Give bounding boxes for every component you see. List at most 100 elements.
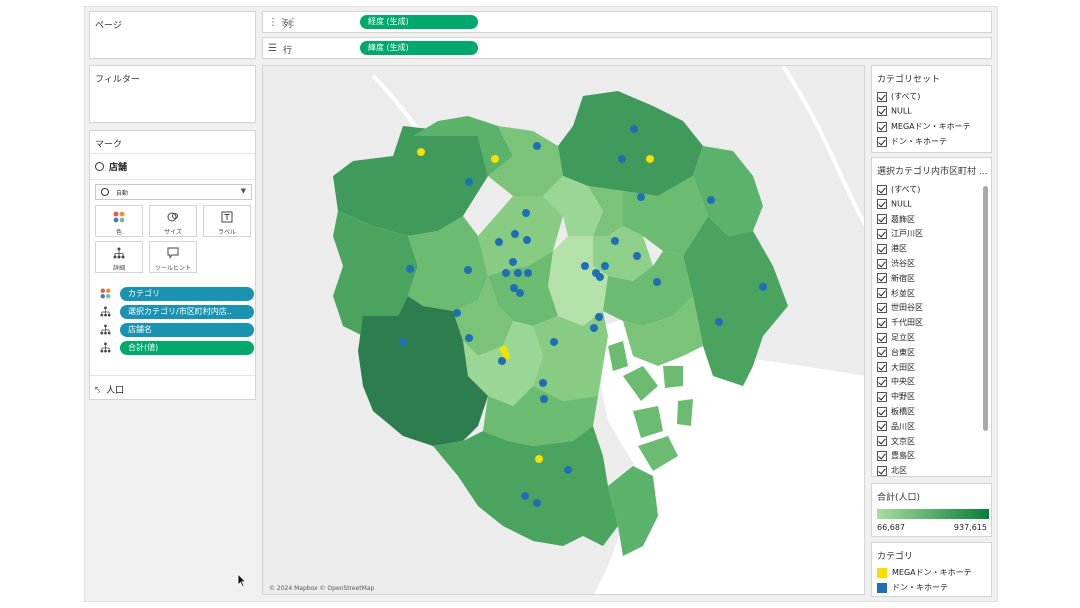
store-marker-donki[interactable] xyxy=(524,269,532,277)
map-view[interactable]: © 2024 Mapbox © OpenStreetMap xyxy=(262,65,865,595)
size-button[interactable]: サイズ xyxy=(149,205,197,237)
marks-layer-store[interactable]: 店舗 xyxy=(95,160,127,174)
store-marker-donki[interactable] xyxy=(539,379,547,387)
ward-filter-item[interactable]: 江戸川区 xyxy=(877,228,923,242)
ward-filter-item[interactable]: 渋谷区 xyxy=(877,258,915,272)
store-marker-donki[interactable] xyxy=(633,252,641,260)
label-button[interactable]: ラベル xyxy=(203,205,251,237)
mark-type-dropdown[interactable]: 自動 ▼ xyxy=(95,184,252,200)
checkbox-icon[interactable] xyxy=(877,121,887,132)
checkbox-icon[interactable] xyxy=(877,228,887,239)
store-marker-donki[interactable] xyxy=(533,499,541,507)
store-marker-donki[interactable] xyxy=(590,324,598,332)
store-marker-donki[interactable] xyxy=(550,338,558,346)
mark-field-selected-ward[interactable]: 選択カテゴリ/市区町村内店.. xyxy=(98,305,258,320)
pages-shelf[interactable]: ページ xyxy=(89,11,256,59)
category-set-item[interactable]: MEGAドン・キホーテ xyxy=(877,121,971,135)
category-legend-item-donki[interactable]: ドン・キホーテ xyxy=(877,582,948,593)
ward-filter-item[interactable]: (すべて) xyxy=(877,184,920,198)
store-marker-donki[interactable] xyxy=(581,262,589,270)
store-marker-donki[interactable] xyxy=(465,334,473,342)
checkbox-icon[interactable] xyxy=(877,243,887,254)
checkbox-icon[interactable] xyxy=(877,198,887,209)
store-marker-donki[interactable] xyxy=(523,236,531,244)
category-legend-item-mega[interactable]: MEGAドン・キホーテ xyxy=(877,567,972,578)
store-marker-donki[interactable] xyxy=(521,492,529,500)
latitude-pill[interactable]: 緯度 (生成) xyxy=(360,41,478,55)
ward-filter-item[interactable]: 葛飾区 xyxy=(877,214,915,228)
store-marker-donki[interactable] xyxy=(611,237,619,245)
category-pill[interactable]: カテゴリ xyxy=(120,287,254,301)
ward-filter-item[interactable]: 千代田区 xyxy=(877,317,923,331)
category-set-item[interactable]: ドン・キホーテ xyxy=(877,136,947,150)
sum-value-pill[interactable]: 合計(値) xyxy=(120,341,254,355)
ward-filter-item[interactable]: 中央区 xyxy=(877,376,915,390)
store-marker-donki[interactable] xyxy=(533,142,541,150)
checkbox-icon[interactable] xyxy=(877,214,887,225)
ward-filter-item[interactable]: 港区 xyxy=(877,243,907,257)
store-marker-donki[interactable] xyxy=(653,278,661,286)
store-marker-donki[interactable] xyxy=(406,265,414,273)
store-name-pill[interactable]: 店舗名 xyxy=(120,323,254,337)
store-marker-donki[interactable] xyxy=(516,289,524,297)
store-marker-donki[interactable] xyxy=(453,309,461,317)
ward-filter-item[interactable]: 板橋区 xyxy=(877,406,915,420)
selected-ward-pill[interactable]: 選択カテゴリ/市区町村内店.. xyxy=(120,305,254,319)
mark-field-category[interactable]: カテゴリ xyxy=(98,287,258,302)
ward-filter-item[interactable]: 台東区 xyxy=(877,347,915,361)
checkbox-icon[interactable] xyxy=(877,332,887,343)
checkbox-icon[interactable] xyxy=(877,106,887,116)
checkbox-icon[interactable] xyxy=(877,288,887,299)
store-marker-donki[interactable] xyxy=(707,196,715,204)
ward-filter-item[interactable]: 足立区 xyxy=(877,332,915,346)
store-marker-donki[interactable] xyxy=(495,238,503,246)
store-marker-donki[interactable] xyxy=(502,269,510,277)
ward-filter-item[interactable]: 豊島区 xyxy=(877,450,915,464)
ward-filter-item[interactable]: 世田谷区 xyxy=(877,302,923,316)
store-marker-donki[interactable] xyxy=(540,395,548,403)
store-marker-donki[interactable] xyxy=(514,269,522,277)
store-marker-donki[interactable] xyxy=(510,284,518,292)
ward-filter-item[interactable]: NULL xyxy=(877,198,912,213)
columns-shelf[interactable]: ⋮⋮⋮ 列 経度 (生成) xyxy=(262,11,992,33)
checkbox-icon[interactable] xyxy=(877,317,887,328)
store-marker-donki[interactable] xyxy=(759,283,767,291)
filters-shelf[interactable]: フィルター xyxy=(89,65,256,123)
checkbox-icon[interactable] xyxy=(877,91,887,102)
marks-layer-population[interactable]: ⤣ 人口 xyxy=(95,383,124,397)
store-marker-donki[interactable] xyxy=(522,209,530,217)
checkbox-icon[interactable] xyxy=(877,273,887,284)
store-marker-mega[interactable] xyxy=(646,155,654,163)
checkbox-icon[interactable] xyxy=(877,406,887,417)
tooltip-button[interactable]: ツールヒント xyxy=(149,241,197,273)
rows-shelf[interactable]: ☰ 行 緯度 (生成) xyxy=(262,37,992,59)
ward-filter-scrollbar[interactable] xyxy=(983,186,988,431)
checkbox-icon[interactable] xyxy=(877,136,887,147)
store-marker-mega[interactable] xyxy=(491,155,499,163)
store-marker-donki[interactable] xyxy=(564,466,572,474)
category-set-item[interactable]: NULL xyxy=(877,106,912,120)
checkbox-icon[interactable] xyxy=(877,258,887,269)
store-marker-donki[interactable] xyxy=(630,125,638,133)
category-set-item[interactable]: (すべて) xyxy=(877,91,920,105)
ward-filter-item[interactable]: 新宿区 xyxy=(877,273,915,287)
checkbox-icon[interactable] xyxy=(877,376,887,387)
checkbox-icon[interactable] xyxy=(877,302,887,313)
store-marker-donki[interactable] xyxy=(498,357,506,365)
store-marker-donki[interactable] xyxy=(637,193,645,201)
ward-filter-item[interactable]: 杉並区 xyxy=(877,288,915,302)
longitude-pill[interactable]: 経度 (生成) xyxy=(360,15,478,29)
store-marker-donki[interactable] xyxy=(595,313,603,321)
ward-filter-item[interactable]: 北区 xyxy=(877,465,907,476)
checkbox-icon[interactable] xyxy=(877,391,887,402)
checkbox-icon[interactable] xyxy=(877,450,887,461)
store-marker-donki[interactable] xyxy=(715,318,723,326)
store-marker-donki[interactable] xyxy=(399,338,407,346)
checkbox-icon[interactable] xyxy=(877,465,887,476)
store-marker-donki[interactable] xyxy=(464,266,472,274)
store-marker-donki[interactable] xyxy=(601,262,609,270)
store-marker-donki[interactable] xyxy=(511,230,519,238)
ward-filter-item[interactable]: 中野区 xyxy=(877,391,915,405)
store-marker-donki[interactable] xyxy=(596,273,604,281)
checkbox-icon[interactable] xyxy=(877,347,887,358)
